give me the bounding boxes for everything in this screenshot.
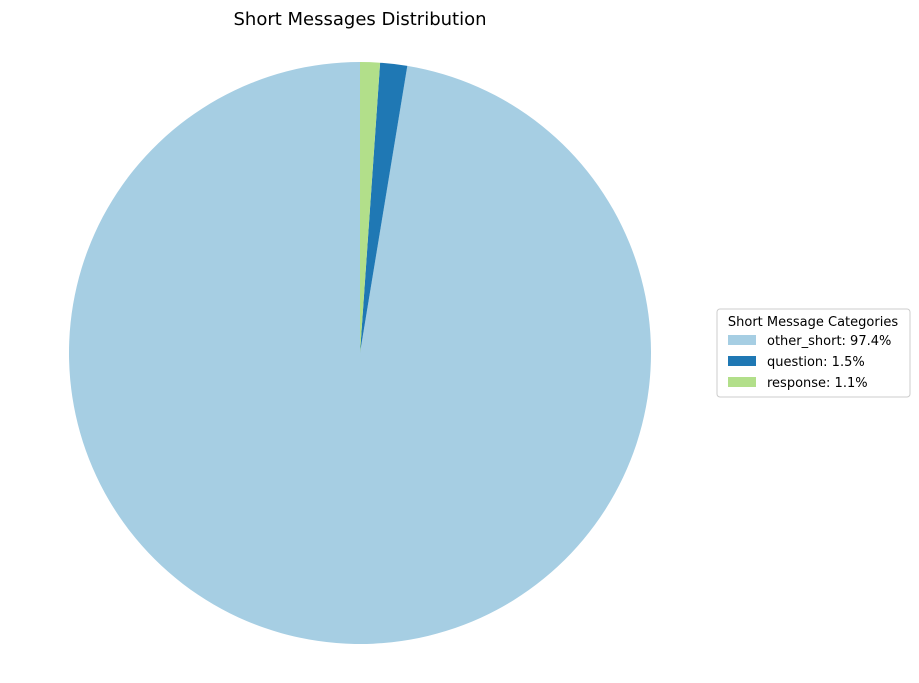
- legend-label-response: response: 1.1%: [767, 376, 868, 391]
- legend-label-other-short: other_short: 97.4%: [767, 334, 891, 349]
- legend-frame: [716, 308, 911, 398]
- pie-slice-question: [360, 62, 408, 353]
- legend-swatch-response: [728, 377, 756, 387]
- pie-slice-response: [360, 62, 381, 353]
- legend-swatch-question: [728, 356, 756, 366]
- legend: Short Message Categories other_short: 97…: [716, 308, 911, 398]
- legend-title: Short Message Categories: [728, 315, 898, 330]
- pie-slices: [69, 62, 651, 644]
- chart-title: Short Messages Distribution: [233, 9, 486, 30]
- legend-label-question: question: 1.5%: [767, 355, 865, 370]
- legend-swatch-other-short: [728, 335, 756, 345]
- legend-entries: other_short: 97.4% question: 1.5% response…: [728, 334, 891, 391]
